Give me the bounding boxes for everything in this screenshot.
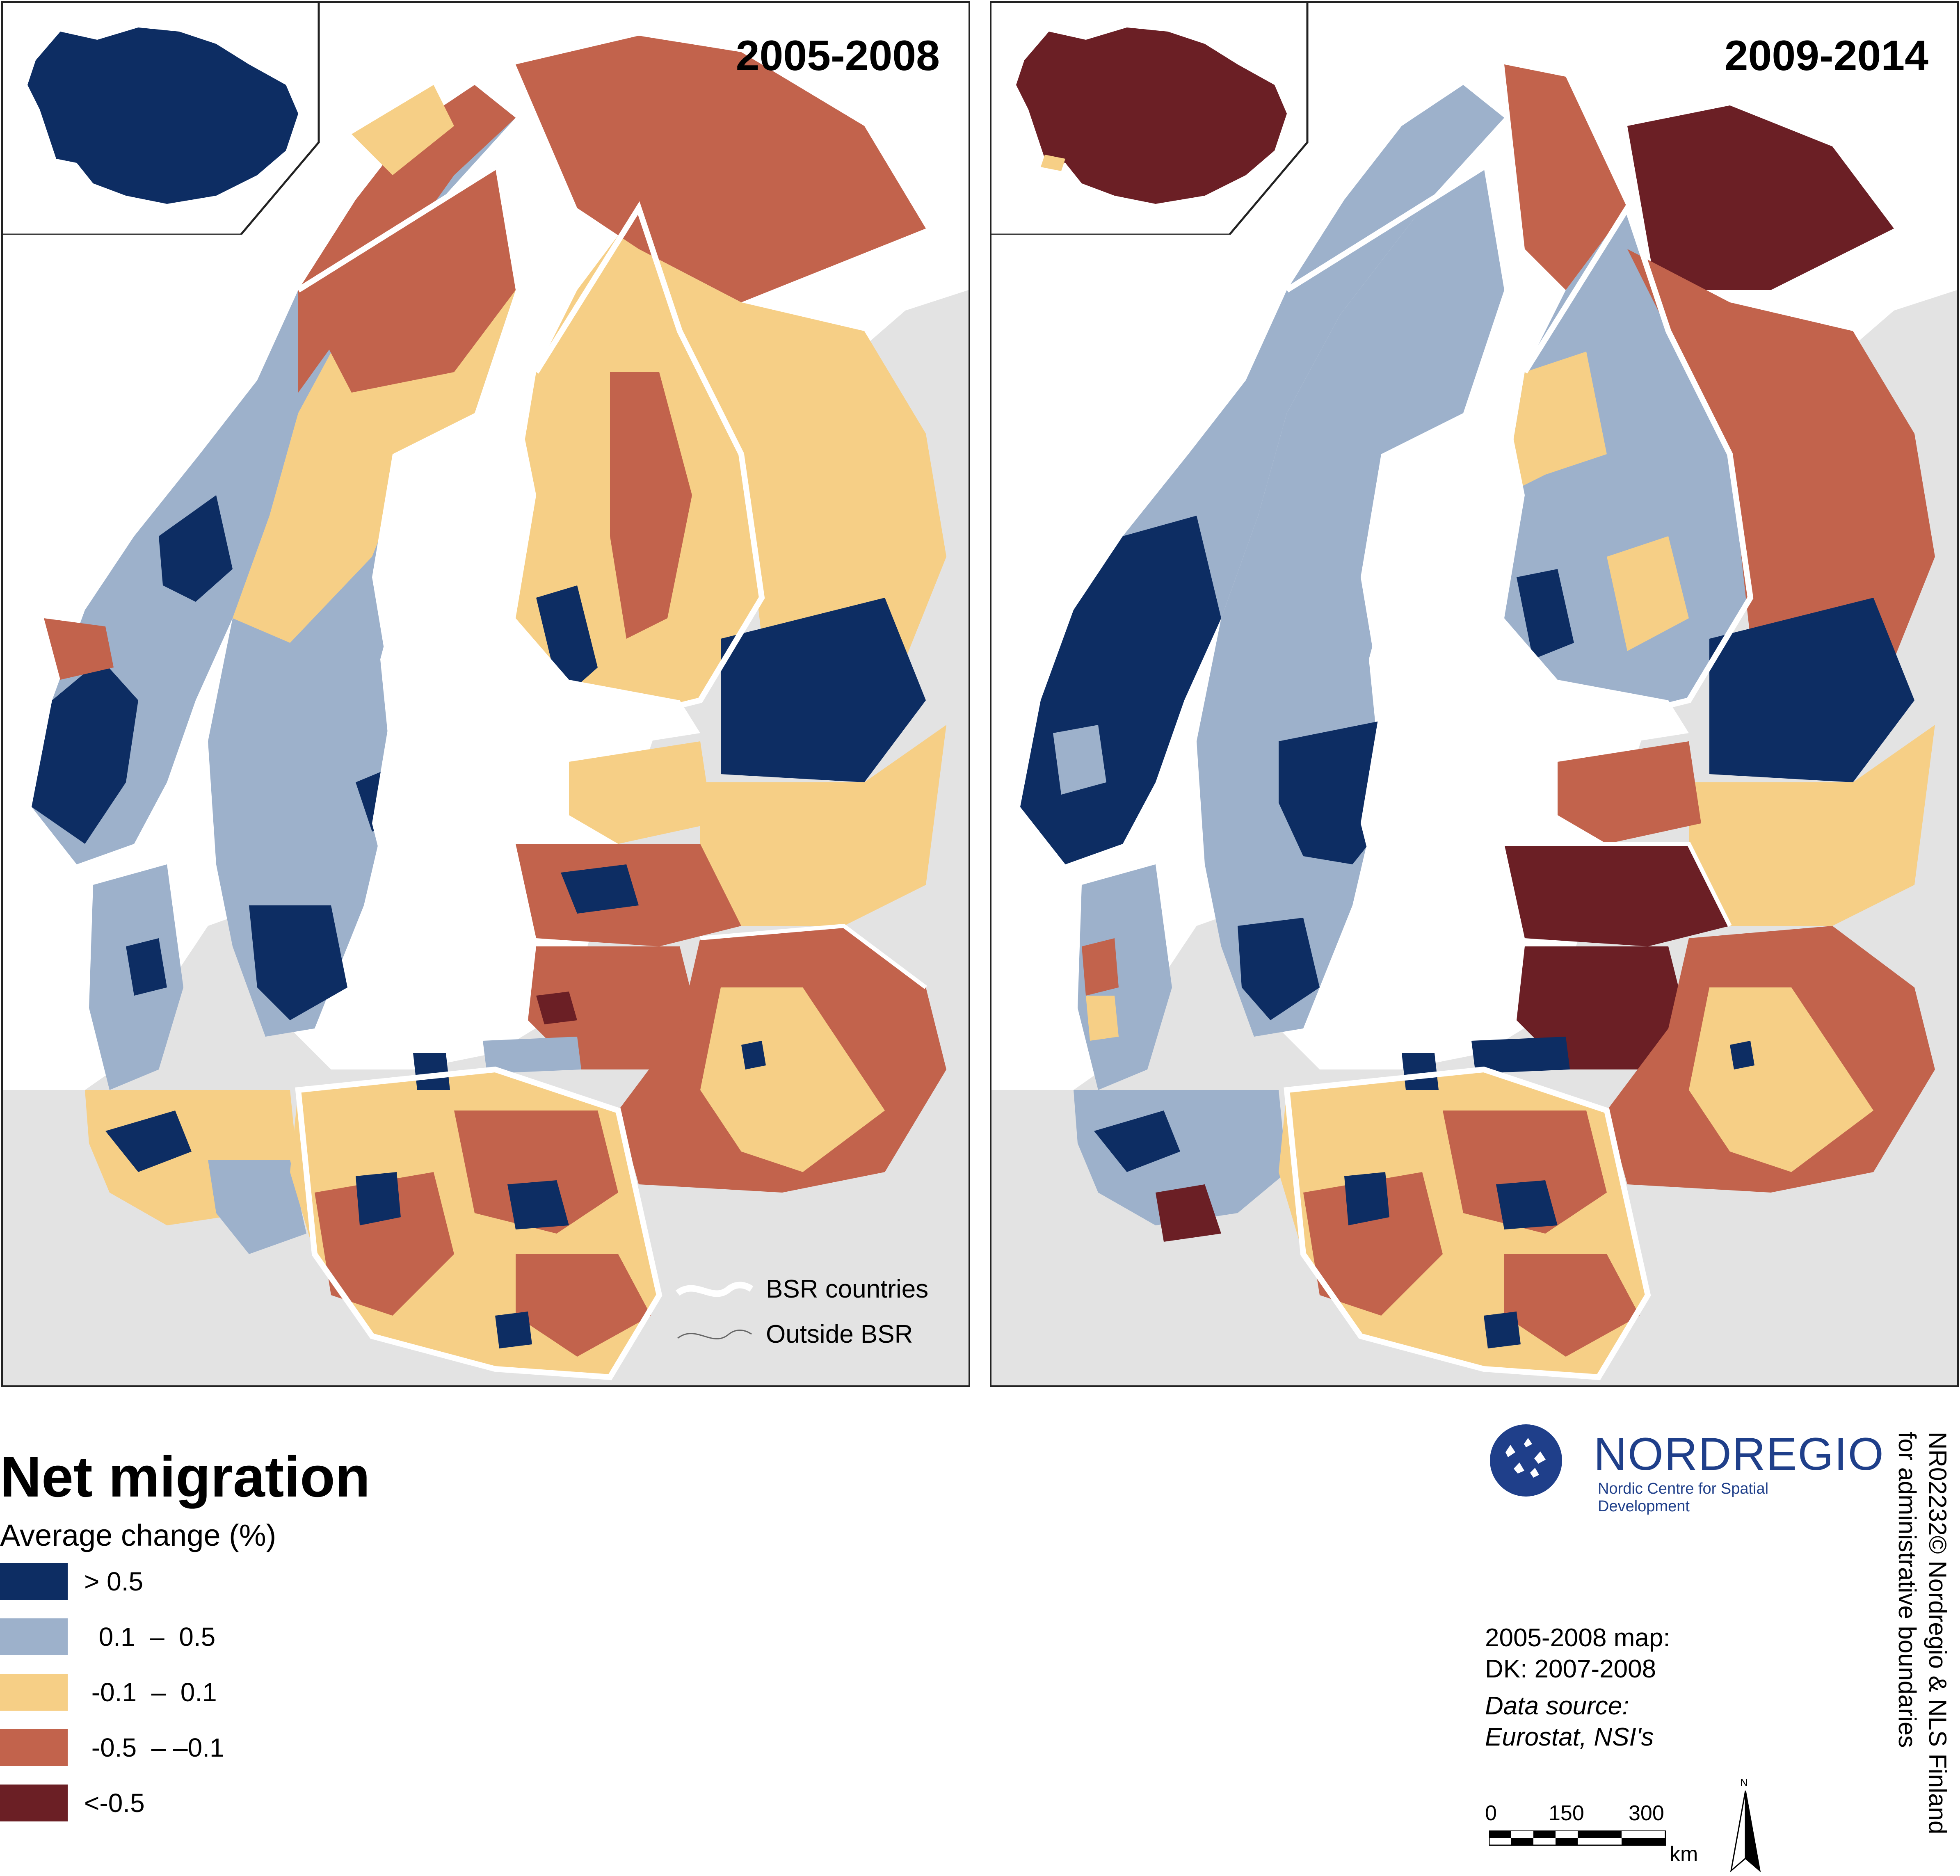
bsr-border-line-icon bbox=[676, 1282, 754, 1297]
map-boundary-legend: BSR countries Outside BSR bbox=[676, 1266, 963, 1365]
copyright-line-2: for administrative boundaries bbox=[1894, 1432, 1921, 1748]
scale-tick-150: 150 bbox=[1549, 1801, 1584, 1825]
outside-bsr-label: Outside BSR bbox=[766, 1320, 913, 1348]
nordregio-logo: NORDREGIO Nordic Centre for Spatial Deve… bbox=[1485, 1419, 1884, 1515]
inset-map-iceland-2009-2014 bbox=[991, 3, 1311, 235]
legend-class-4: -0.5 – –0.1 bbox=[0, 1729, 369, 1774]
note-line-2: DK: 2007-2008 bbox=[1485, 1655, 1656, 1683]
legend-label: > 0.5 bbox=[84, 1567, 144, 1596]
legend-label: -0.5 – –0.1 bbox=[84, 1733, 224, 1762]
scale-tick-300: 300 bbox=[1629, 1801, 1664, 1825]
logo-wordmark: NORDREGIO bbox=[1594, 1428, 1885, 1480]
choropleth-map-2005-2008 bbox=[3, 3, 969, 1385]
legend-class-5: <-0.5 bbox=[0, 1785, 369, 1830]
legend-swatch bbox=[0, 1674, 68, 1711]
legend-swatch bbox=[0, 1618, 68, 1655]
legend-swatch bbox=[0, 1785, 68, 1821]
scale-bar-graphic bbox=[1489, 1830, 1666, 1846]
map-notes: 2005-2008 map: DK: 2007-2008 Data source… bbox=[1485, 1622, 1670, 1753]
scale-unit: km bbox=[1670, 1842, 1698, 1866]
copyright-line-1: NR02232© Nordregio & NLS Finland bbox=[1924, 1432, 1951, 1835]
legend-label: 0.1 – 0.5 bbox=[84, 1622, 216, 1652]
legend-label: -0.1 – 0.1 bbox=[84, 1677, 217, 1707]
legend-subtitle: Average change (%) bbox=[0, 1518, 276, 1552]
legend-class-3: -0.1 – 0.1 bbox=[0, 1674, 369, 1719]
region-iceland bbox=[27, 27, 298, 204]
legend-class-1: > 0.5 bbox=[0, 1563, 369, 1608]
outside-border-line-icon bbox=[677, 1330, 752, 1339]
map-panel-2005-2008: 2005-2008 BSR countries Outside BSR bbox=[1, 1, 970, 1387]
scale-tick-0: 0 bbox=[1485, 1801, 1497, 1825]
period-label: 2009-2014 bbox=[1724, 32, 1928, 80]
copyright-note: NR02232© Nordregio & NLS Finland for adm… bbox=[1891, 1432, 1953, 1875]
north-letter: N bbox=[1740, 1776, 1748, 1789]
nordregio-globe-icon bbox=[1490, 1424, 1562, 1497]
legend-swatch bbox=[0, 1563, 68, 1600]
data-source-value: Eurostat, NSI's bbox=[1485, 1723, 1654, 1751]
logo-tagline: Nordic Centre for Spatial Development bbox=[1598, 1480, 1769, 1515]
legend-swatch bbox=[0, 1729, 68, 1766]
legend-title: Net migration bbox=[0, 1444, 370, 1509]
legend-outside-bsr: Outside BSR bbox=[676, 1316, 913, 1353]
legend-bsr-countries: BSR countries bbox=[676, 1270, 928, 1307]
north-arrow: N bbox=[1723, 1776, 1768, 1875]
period-label: 2005-2008 bbox=[736, 32, 940, 80]
legend-class-2: 0.1 – 0.5 bbox=[0, 1618, 369, 1663]
note-line-1: 2005-2008 map: bbox=[1485, 1624, 1670, 1652]
region-norway bbox=[32, 85, 516, 864]
map-panel-2009-2014: 2009-2014 bbox=[990, 1, 1959, 1387]
inset-map-iceland-2005-2008 bbox=[3, 3, 323, 235]
legend-label: <-0.5 bbox=[84, 1788, 145, 1818]
north-arrow-icon bbox=[1730, 1790, 1761, 1872]
bsr-countries-label: BSR countries bbox=[766, 1275, 929, 1303]
scale-bar: 0 150 300 km bbox=[1477, 1801, 1764, 1875]
data-source-label: Data source: bbox=[1485, 1692, 1629, 1720]
